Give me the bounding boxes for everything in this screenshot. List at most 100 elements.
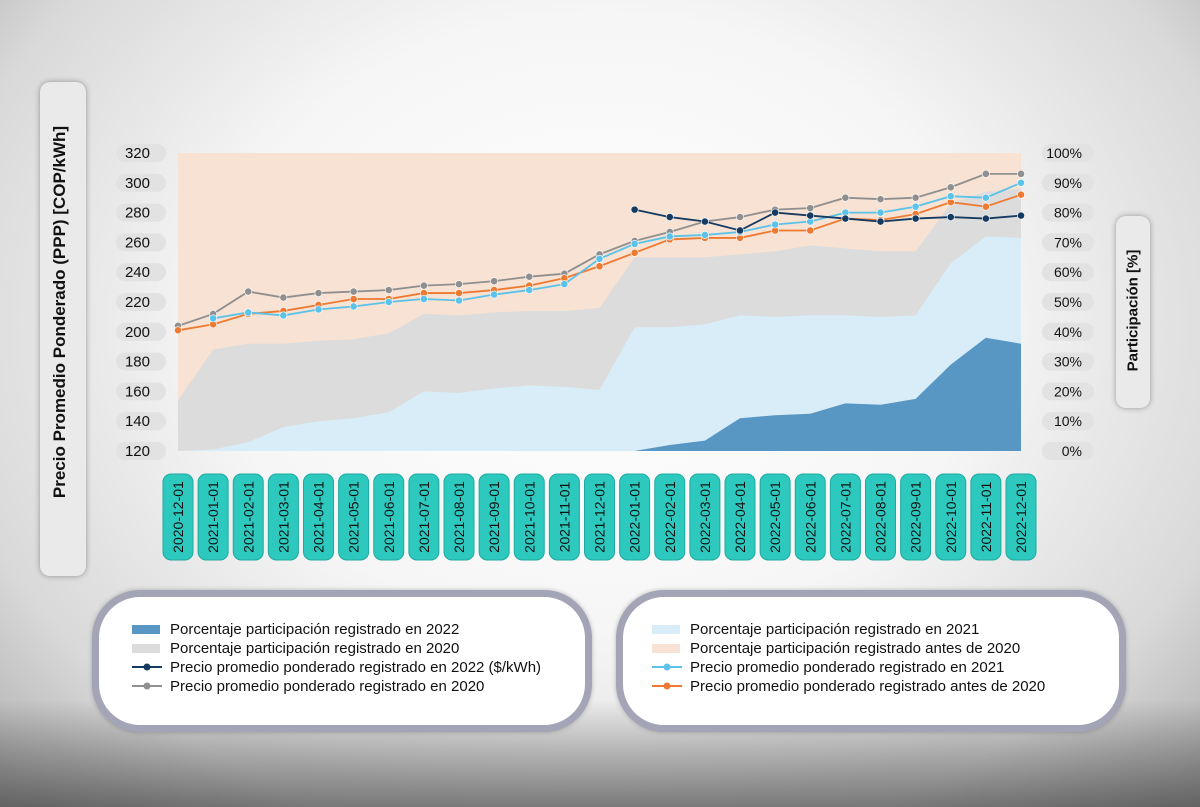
legend-right: [616, 590, 1126, 732]
y-tick-label: 240: [125, 264, 150, 281]
y2-axis-title-panel: Participación [%]: [1116, 216, 1150, 408]
y2-tick-label: 90%: [1054, 175, 1082, 191]
chart: 120 140 160 180 200 220 240 260 280 300 320 0% 10% 20…: [116, 144, 1094, 561]
y2-tick-pill: [1042, 144, 1094, 162]
line-point-2-24: [1017, 178, 1025, 187]
line-point-3-22: [946, 213, 955, 221]
y2-tick-pill: [1042, 203, 1094, 222]
line-point-3-15: [700, 217, 709, 226]
line-point-0-7: [419, 281, 428, 290]
legend-line-marker: [652, 682, 682, 690]
line-point-0-19: [841, 193, 850, 202]
y-tick-label: 180: [125, 354, 150, 371]
line-point-2-21: [911, 202, 920, 211]
x-tick-label: 2021-03-01: [275, 481, 291, 553]
line-point-0-8: [455, 280, 463, 289]
y-tick-pill: [116, 263, 166, 282]
x-tick-pill: [619, 473, 651, 561]
x-tick-pill: [478, 473, 510, 561]
y-tick-pill: [116, 203, 166, 222]
x-tick-label: 2021-05-01: [346, 481, 362, 553]
legend-label: Porcentaje participación registrado en 2…: [690, 620, 980, 638]
x-tick-pill: [338, 473, 370, 561]
x-tick-label: 2021-06-01: [381, 481, 397, 553]
y2-tick-label: 60%: [1054, 264, 1082, 280]
y2-tick-pill: [1042, 442, 1094, 460]
line-point-2-12: [595, 254, 604, 263]
legend-item: Precio promedio ponderado registrado en …: [132, 657, 541, 677]
line-point-0-10: [525, 272, 534, 281]
y-tick-label: 280: [125, 205, 150, 222]
y2-tick-pill: [1042, 293, 1094, 311]
y2-tick-label: 20%: [1054, 383, 1082, 399]
x-tick-pill: [513, 473, 545, 561]
y2-tick-pill: [1042, 352, 1094, 371]
line-point-2-6: [384, 298, 393, 306]
legend-swatch: [652, 644, 680, 653]
line-point-1-12: [595, 262, 604, 271]
y-tick-pill: [116, 382, 166, 401]
x-tick-label: 2022-01-01: [627, 481, 643, 553]
x-tick-pill: [829, 473, 861, 561]
y-tick-pill: [116, 173, 166, 192]
legend-label: Porcentaje participación registrado en 2…: [170, 620, 460, 638]
y2-tick-pill: [1042, 322, 1094, 341]
line-point-1-13: [630, 248, 639, 257]
x-tick-label: 2021-11-01: [556, 482, 572, 553]
legend-swatch: [132, 644, 160, 653]
line-point-2-15: [700, 231, 709, 239]
line-point-2-17: [771, 220, 780, 229]
y-tick-label: 220: [125, 294, 150, 311]
line-point-3-23: [981, 214, 990, 223]
legend-label: Precio promedio ponderado registrado en …: [690, 658, 1005, 676]
y-tick-label: 200: [125, 324, 150, 341]
line-point-0-20: [876, 195, 885, 204]
x-tick-pill: [548, 473, 580, 561]
x-tick-label: 2021-07-01: [416, 481, 432, 553]
y2-tick-label: 30%: [1054, 354, 1082, 370]
line-point-3-20: [876, 217, 885, 226]
line-point-0-18: [806, 204, 815, 213]
y2-tick-label: 50%: [1054, 294, 1082, 310]
x-tick-label: 2021-08-01: [451, 481, 467, 553]
area-series-3: [599, 337, 1021, 451]
line-point-2-7: [419, 295, 428, 303]
x-tick-label: 2022-06-01: [802, 481, 818, 553]
x-tick-label: 2022-12-01: [1013, 481, 1029, 553]
y-tick-pill: [116, 144, 166, 162]
x-tick-pill: [689, 473, 721, 561]
line-point-2-11: [560, 280, 569, 289]
line-point-0-4: [314, 289, 323, 297]
x-tick-pill: [759, 473, 791, 561]
legend-label: Porcentaje participación registrado en 2…: [170, 639, 460, 657]
line-point-2-5: [349, 302, 358, 311]
x-tick-pill: [443, 473, 475, 561]
x-tick-pill: [197, 473, 229, 561]
line-point-2-10: [525, 286, 534, 294]
line-point-3-24: [1017, 211, 1025, 220]
y2-tick-label: 10%: [1054, 413, 1082, 429]
y2-tick-pill: [1042, 412, 1094, 431]
line-point-0-22: [946, 183, 955, 192]
line-point-1-0: [174, 326, 182, 335]
legend-item: Porcentaje participación registrado en 2…: [132, 619, 459, 639]
legend-left: [92, 590, 592, 732]
x-tick-label: 2022-08-01: [873, 481, 889, 553]
line-point-3-18: [806, 211, 815, 220]
legend-swatch: [652, 625, 680, 634]
y-tick-label: 320: [125, 145, 150, 162]
line-point-2-1: [209, 314, 218, 323]
line-point-0-16: [736, 213, 744, 221]
x-tick-pill: [584, 473, 615, 561]
y2-tick-label: 70%: [1054, 234, 1082, 250]
y2-tick-pill: [1042, 263, 1094, 282]
area-series-2: [178, 236, 1021, 451]
legend-line-marker: [132, 663, 162, 671]
y-tick-label: 260: [125, 234, 150, 251]
x-tick-label: 2022-03-01: [697, 481, 713, 553]
line-point-0-23: [981, 169, 990, 178]
line-point-0-9: [490, 277, 499, 286]
line-point-2-14: [665, 232, 674, 241]
line-point-2-4: [314, 305, 323, 314]
x-tick-label: 2022-02-01: [662, 481, 678, 553]
